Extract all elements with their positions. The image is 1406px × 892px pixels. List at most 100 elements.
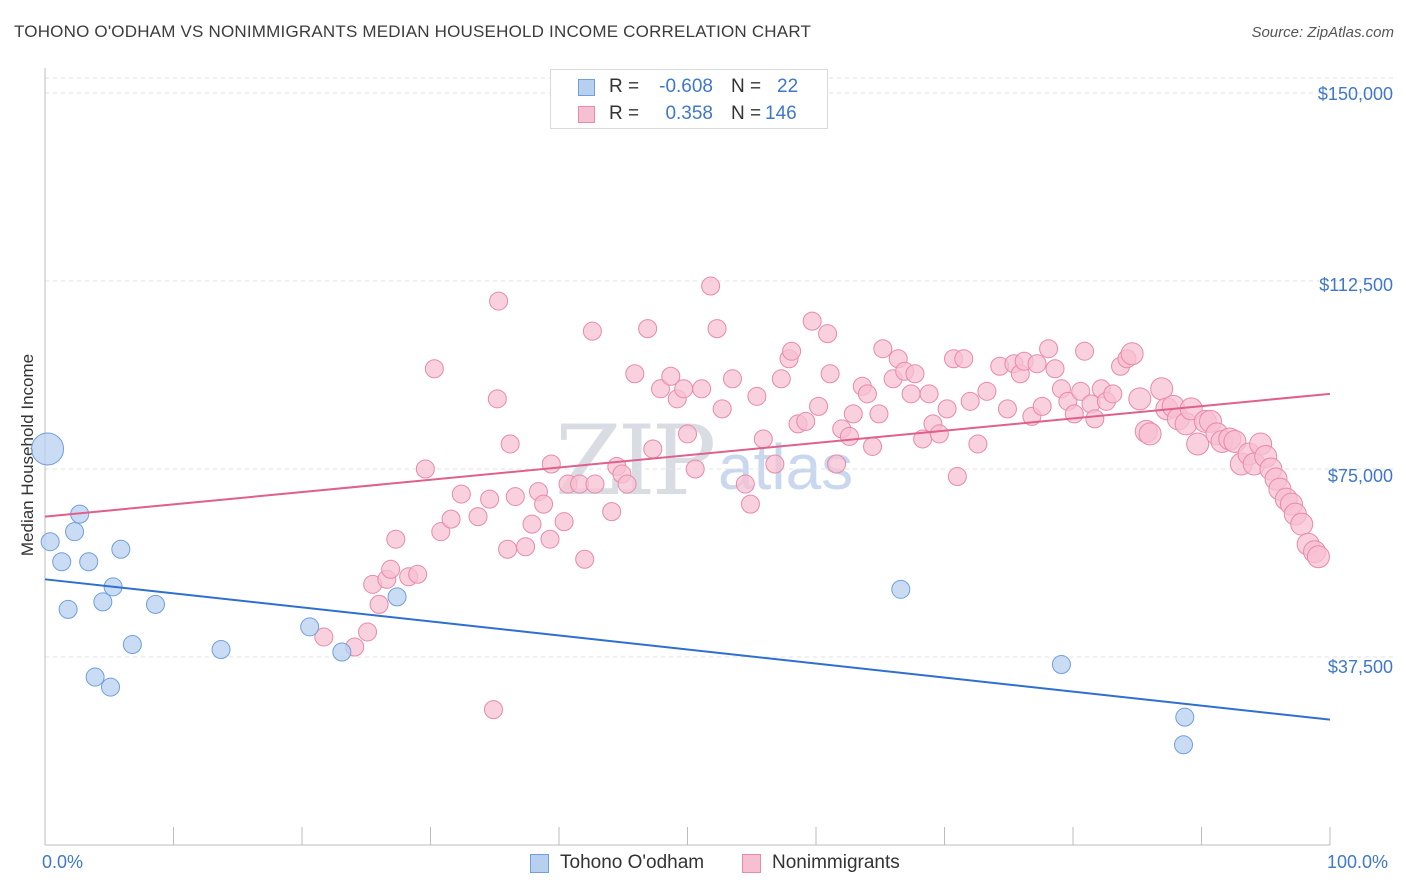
x-tick-label-max: 100.0% [1327, 852, 1389, 872]
nonimmigrants-point [1064, 404, 1084, 424]
nonimmigrants-point [1039, 339, 1059, 359]
tohono-point [40, 532, 60, 552]
nonimmigrants-point [809, 396, 829, 416]
nonimmigrants-point [954, 349, 974, 369]
nonimmigrants-point [451, 484, 471, 504]
n-label: N = [731, 76, 762, 97]
nonimmigrants-point [692, 379, 712, 399]
tohono-point [52, 552, 72, 572]
tohono-point [111, 539, 131, 559]
chart-title: TOHONO O'ODHAM VS NONIMMIGRANTS MEDIAN H… [14, 22, 812, 41]
nonimmigrants-point [1027, 354, 1047, 374]
nonimmigrants-point [869, 404, 889, 424]
r-value: 0.358 [665, 103, 713, 124]
nonimmigrants-point [358, 622, 378, 642]
y-tick-label-37500: $37,500 [1327, 657, 1393, 677]
nonimmigrants-point [929, 424, 949, 444]
tohono-swatch [530, 854, 549, 873]
nonimmigrants-point [771, 369, 791, 389]
nonimmigrants-point [873, 339, 893, 359]
nonimmigrants-point [540, 529, 560, 549]
nonimmigrants-trend-line [44, 392, 1331, 518]
nonimmigrants-point [314, 627, 334, 647]
tohono-point [85, 667, 105, 687]
nonimmigrants-point [415, 459, 435, 479]
n-label: N = [731, 103, 762, 124]
nonimmigrants-point [585, 474, 605, 494]
tohono-point [211, 639, 231, 659]
nonimmigrants-point [424, 359, 444, 379]
nonimmigrants-point [468, 507, 488, 527]
tohono-point [79, 552, 99, 572]
nonimmigrants-point [685, 459, 705, 479]
legend-label: Tohono O'odham [560, 852, 705, 873]
nonimmigrants-point [818, 324, 838, 344]
y-tick-label-75000: $75,000 [1327, 466, 1393, 486]
nonimmigrants-point [643, 439, 663, 459]
nonimmigrants-point [839, 426, 859, 446]
stats-legend: R = -0.608 N = 22 R = 0.358 N = 146 [550, 69, 828, 129]
nonimmigrants-point [827, 454, 847, 474]
nonimmigrants-point [386, 529, 406, 549]
nonimmigrants-point [1103, 384, 1123, 404]
nonimmigrants-point [863, 436, 883, 456]
nonimmigrants-point [712, 399, 732, 419]
tohono-point [300, 617, 320, 637]
nonimmigrants-point [541, 454, 561, 474]
tohono-point [1174, 735, 1194, 755]
nonimmigrants-point [674, 379, 694, 399]
nonimmigrants-point [483, 700, 503, 720]
nonimmigrants-point [919, 384, 939, 404]
nonimmigrants-swatch [742, 854, 761, 873]
nonimmigrants-point [1071, 381, 1091, 401]
legend-label: Nonimmigrants [772, 852, 900, 873]
nonimmigrants-point [977, 381, 997, 401]
tohono-point [1051, 655, 1071, 675]
r-label: R = [609, 103, 640, 124]
nonimmigrants-point [651, 379, 671, 399]
nonimmigrants-point [997, 399, 1017, 419]
nonimmigrants-point [796, 411, 816, 431]
nonimmigrants-point [381, 559, 401, 579]
r-value: -0.608 [659, 76, 713, 97]
nonimmigrants-point [498, 539, 518, 559]
nonimmigrants-point [960, 391, 980, 411]
nonimmigrants-point [802, 311, 822, 331]
tohono-point [65, 522, 85, 542]
nonimmigrants-point [747, 386, 767, 406]
nonimmigrants-point [661, 366, 681, 386]
tohono-point [387, 587, 407, 607]
nonimmigrants-point [937, 399, 957, 419]
y-tick-label-150000: $150,000 [1317, 84, 1393, 104]
tohono-swatch [578, 79, 595, 96]
nonimmigrants-point [487, 389, 507, 409]
nonimmigrants-point [534, 494, 554, 514]
nonimmigrants-point [1128, 387, 1152, 411]
stats-row-nonimmigrants: R = 0.358 N = 146 [551, 102, 827, 129]
nonimmigrants-point [1085, 409, 1105, 429]
n-value: 146 [765, 103, 797, 124]
nonimmigrants-point [820, 364, 840, 384]
nonimmigrants-point [408, 564, 428, 584]
source-label: Source: ZipAtlas.com [1251, 24, 1394, 41]
nonimmigrants-point [782, 341, 802, 361]
nonimmigrants-point [617, 474, 637, 494]
nonimmigrants-point [431, 522, 451, 542]
nonimmigrants-point [369, 594, 389, 614]
tohono-point [891, 579, 911, 599]
nonimmigrants-point [701, 276, 721, 296]
tohono-point [58, 599, 78, 619]
nonimmigrants-point [678, 424, 697, 444]
tohono-point [146, 594, 166, 614]
nonimmigrants-point [753, 429, 773, 449]
nonimmigrants-point [707, 319, 727, 339]
y-tick-label-112500: $112,500 [1319, 275, 1393, 295]
nonimmigrants-point [489, 291, 509, 311]
nonimmigrants-point [554, 512, 574, 532]
nonimmigrants-point [625, 364, 645, 384]
nonimmigrants-point [575, 549, 595, 569]
n-value: 22 [777, 76, 799, 97]
nonimmigrants-point [722, 369, 742, 389]
nonimmigrants-point [1138, 422, 1162, 446]
